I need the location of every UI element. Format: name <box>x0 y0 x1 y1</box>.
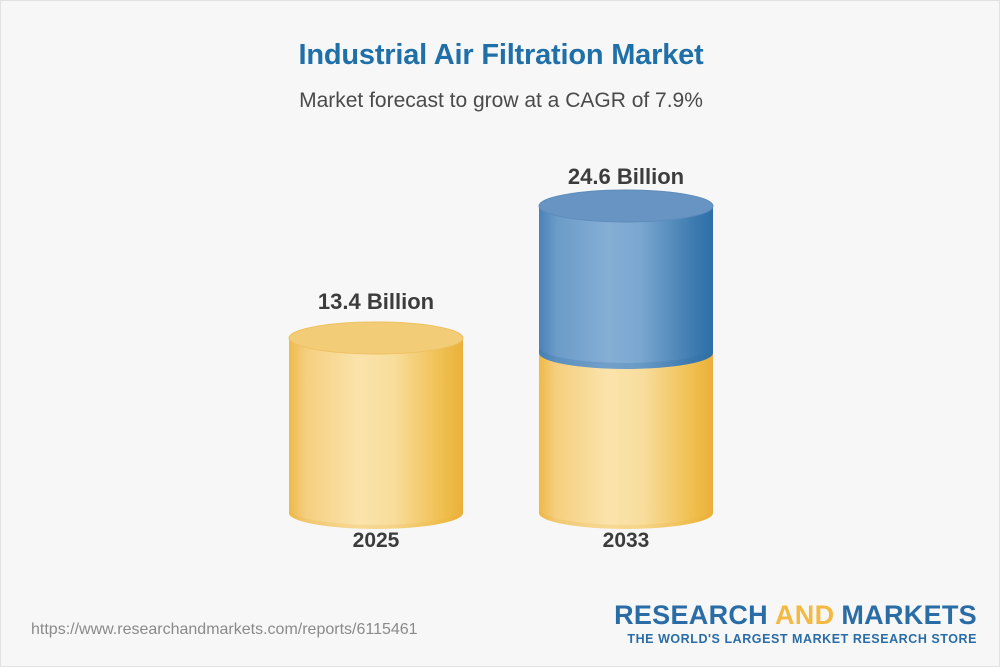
bar-value-label-2033: 24.6 Billion <box>567 164 685 189</box>
bar-category-label-2025: 2025 <box>352 529 400 552</box>
cylinder-bar-2033 <box>537 189 721 529</box>
logo-word-markets: MARKETS <box>841 600 977 630</box>
logo-tagline: THE WORLD'S LARGEST MARKET RESEARCH STOR… <box>627 632 977 647</box>
logo-wordmark: RESEARCH AND MARKETS <box>614 601 977 629</box>
cylinder-bar-2025 <box>287 321 471 529</box>
bar-category-label-2033: 2033 <box>602 529 650 552</box>
source-url[interactable]: https://www.researchandmarkets.com/repor… <box>31 621 418 638</box>
bar-value-label-2025: 13.4 Billion <box>317 289 435 314</box>
page-title: Industrial Air Filtration Market <box>298 39 704 71</box>
logo-word-and: AND <box>774 600 835 630</box>
chart-subtitle: Market forecast to grow at a CAGR of 7.9… <box>299 89 703 112</box>
logo-word-research: RESEARCH <box>614 600 768 630</box>
research-and-markets-logo[interactable]: RESEARCH AND MARKETS THE WORLD'S LARGEST M… <box>614 601 977 647</box>
